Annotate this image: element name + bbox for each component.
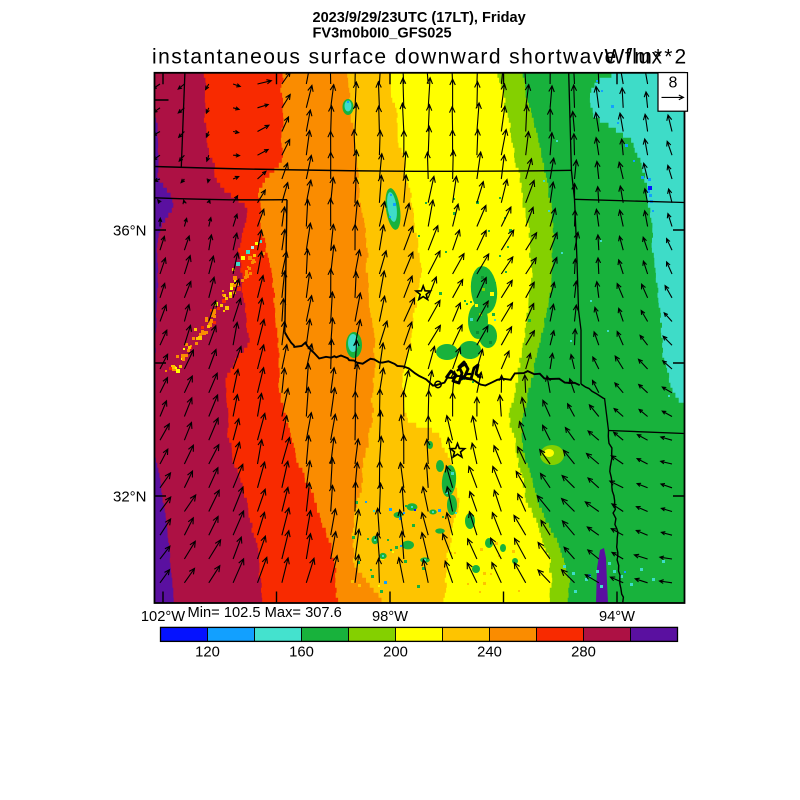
svg-text:280: 280 [571, 645, 596, 661]
svg-text:200: 200 [383, 645, 408, 661]
svg-text:160: 160 [289, 645, 314, 661]
svg-text:98°W: 98°W [372, 609, 408, 625]
svg-text:102°W: 102°W [141, 609, 185, 625]
svg-text:120: 120 [195, 645, 220, 661]
svg-text:32°N: 32°N [113, 489, 147, 506]
svg-text:8: 8 [669, 75, 678, 92]
svg-text:Min= 102.5 Max= 307.6: Min= 102.5 Max= 307.6 [188, 605, 342, 621]
svg-text:2023/9/29/23UTC (17LT), Friday: 2023/9/29/23UTC (17LT), Friday [313, 10, 527, 26]
svg-text:94°W: 94°W [599, 609, 635, 625]
svg-text:instantaneous surface downward: instantaneous surface downward shortwave… [152, 46, 663, 69]
svg-text:240: 240 [477, 645, 502, 661]
svg-text:W/m**2: W/m**2 [605, 46, 689, 69]
svg-text:FV3m0b0I0_GFS025: FV3m0b0I0_GFS025 [313, 26, 452, 42]
svg-text:36°N: 36°N [113, 223, 147, 240]
